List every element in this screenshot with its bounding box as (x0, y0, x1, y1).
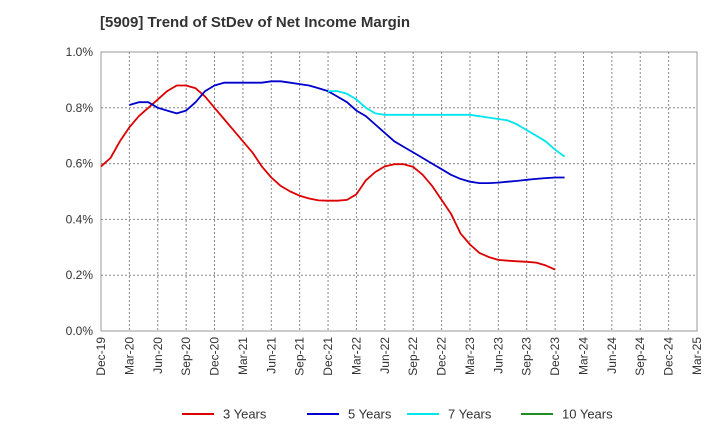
series-line-3 (328, 90, 566, 158)
x-tick-label: Sep-23 (520, 337, 534, 376)
x-tick-label: Dec-24 (662, 337, 676, 376)
series-layer (100, 80, 566, 271)
y-tick-label: 0.4% (66, 212, 94, 226)
y-tick-label: 0.8% (66, 101, 94, 115)
x-tick-label: Dec-20 (208, 337, 222, 376)
x-tick-label: Sep-20 (179, 337, 193, 376)
chart-title: [5909] Trend of StDev of Net Income Marg… (100, 14, 411, 31)
x-tick-label: Mar-21 (236, 337, 250, 375)
y-tick-label: 0.2% (66, 268, 94, 282)
axis-layer: 0.0% 0.2% 0.4% 0.6% 0.8% 1.0% Dec-19 Mar-20 Jun-… (66, 45, 704, 376)
x-tick-label: Jun-21 (264, 337, 278, 374)
x-tick-label: Mar-25 (690, 337, 704, 375)
x-tick-label: Mar-23 (463, 337, 477, 375)
x-tick-label: Dec-22 (435, 337, 449, 376)
y-tick-label: 0.6% (66, 157, 94, 171)
x-tick-label: Jun-23 (491, 337, 505, 374)
y-tick-label: 0.0% (66, 324, 94, 338)
legend: 3 Years 5 Years 7 Years 10 Years (182, 407, 613, 422)
x-tick-label: Mar-22 (349, 337, 363, 375)
x-tick-label: Sep-21 (293, 337, 307, 376)
x-tick-label: Mar-20 (122, 337, 136, 375)
x-tick-label: Jun-20 (151, 337, 165, 374)
y-tick-label: 1.0% (66, 45, 94, 59)
x-tick-label: Jun-22 (378, 337, 392, 374)
x-tick-label: Dec-21 (321, 337, 335, 376)
series-line-2 (129, 80, 565, 184)
legend-label-2: 5 Years (348, 407, 392, 422)
grid-layer (100, 51, 698, 332)
x-tick-label: Mar-24 (576, 337, 590, 375)
legend-label-4: 10 Years (562, 407, 613, 422)
legend-label-1: 3 Years (223, 407, 267, 422)
x-tick-label: Jun-24 (605, 337, 619, 374)
x-tick-label: Sep-24 (633, 337, 647, 376)
legend-label-3: 7 Years (448, 407, 492, 422)
x-tick-label: Dec-23 (548, 337, 562, 376)
x-tick-label: Dec-19 (94, 337, 108, 376)
plot-frame (100, 51, 698, 332)
x-tick-label: Sep-22 (406, 337, 420, 376)
series-line-1 (100, 84, 556, 271)
